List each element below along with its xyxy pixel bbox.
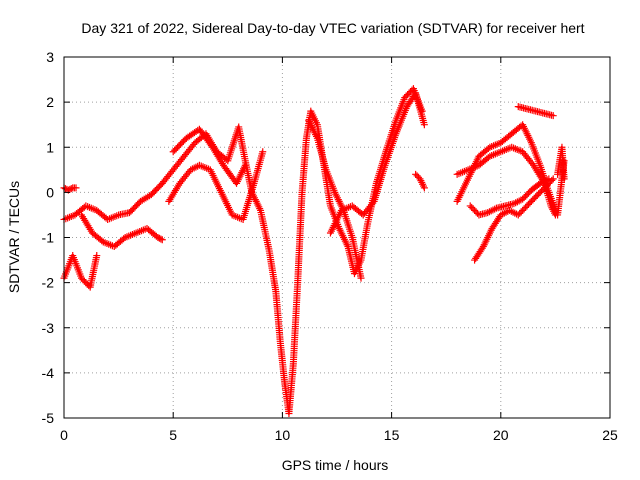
data-point — [157, 235, 165, 243]
x-tick-label: 0 — [60, 427, 68, 443]
series-arc-m — [466, 175, 553, 219]
data-point — [549, 112, 557, 120]
series-arc-c — [60, 252, 101, 291]
data-point — [420, 184, 428, 192]
y-tick-label: -5 — [42, 410, 55, 426]
y-tick-label: 2 — [46, 94, 54, 110]
data-point — [420, 121, 428, 129]
chart-title: Day 321 of 2022, Sidereal Day-to-day VTE… — [81, 20, 584, 36]
series-arc-b — [60, 85, 426, 417]
x-tick-label: 15 — [384, 427, 400, 443]
x-tick-labels: 0 5 10 15 20 25 — [60, 427, 618, 443]
series-arc-f — [169, 125, 249, 187]
data-point — [93, 252, 101, 260]
series-arc-d — [77, 211, 166, 251]
data-point — [259, 148, 267, 156]
series-arc-i — [412, 170, 428, 192]
y-tick-label: 1 — [46, 139, 54, 155]
series-arc-a — [60, 184, 80, 194]
x-axis-label: GPS time / hours — [282, 457, 389, 473]
series-arc-o — [554, 143, 568, 183]
x-tick-label: 5 — [169, 427, 177, 443]
series-arc-g — [305, 116, 365, 282]
x-tick-label: 20 — [493, 427, 509, 443]
y-tick-label: 0 — [46, 184, 54, 200]
data-point — [158, 236, 166, 244]
x-tick-label: 25 — [602, 427, 618, 443]
y-tick-label: -2 — [42, 275, 55, 291]
data-point — [545, 175, 553, 183]
data-point — [560, 175, 568, 183]
axis-ticks — [63, 56, 611, 419]
data-points — [60, 85, 568, 417]
series-arc-e — [165, 148, 267, 223]
data-point — [369, 199, 377, 207]
series-arc-h — [326, 89, 428, 237]
grid — [64, 57, 610, 418]
data-point — [241, 161, 249, 169]
y-tick-label: -4 — [42, 365, 55, 381]
data-point — [474, 209, 482, 217]
y-tick-label: -1 — [42, 230, 55, 246]
data-point — [67, 185, 75, 193]
data-point — [560, 157, 568, 165]
y-axis-label: SDTVAR / TECUs — [6, 181, 22, 293]
x-tick-label: 10 — [275, 427, 291, 443]
series-arc-l — [471, 175, 557, 264]
data-point — [357, 274, 365, 282]
series-arc-n — [514, 103, 557, 120]
y-tick-labels: -5 -4 -3 -2 -1 0 1 2 3 — [42, 49, 55, 426]
data-point — [72, 184, 80, 192]
y-tick-label: 3 — [46, 49, 54, 65]
y-tick-label: -3 — [42, 320, 55, 336]
